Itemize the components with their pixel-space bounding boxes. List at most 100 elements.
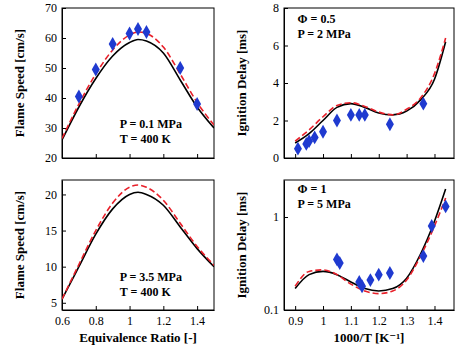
x-tick-mark (163, 306, 164, 310)
y-tick-mark (62, 38, 66, 39)
x-axis-line (285, 158, 455, 159)
y-tick-label: 20 (45, 188, 57, 202)
x-tick-mark (434, 306, 435, 310)
y-tick-mark (62, 8, 66, 9)
y-tick-mark (284, 158, 288, 159)
x-tick-label: 0.8 (89, 314, 104, 328)
y-tick-mark (284, 121, 288, 122)
x-tick-label: 1.2 (372, 314, 387, 328)
y-tick-mark (284, 46, 288, 47)
y-tick: 50 (45, 61, 66, 75)
y-tick: 40 (45, 91, 66, 105)
y-tick: 10 (45, 260, 66, 274)
plot-frame (284, 8, 454, 158)
y-tick-label: 2 (273, 114, 279, 128)
annotation: P = 2 MPa (298, 27, 351, 41)
y-tick-mark (62, 98, 66, 99)
marker (333, 114, 341, 128)
y-tick-mark (62, 231, 66, 232)
marker (419, 97, 427, 111)
y-tick: 30 (45, 121, 66, 135)
annotation: P = 5 MPa (298, 197, 351, 211)
x-axis-line (63, 158, 215, 159)
marker (361, 108, 369, 122)
marker (193, 97, 201, 111)
x-tick-mark (130, 306, 131, 310)
y-tick-mark (62, 128, 66, 129)
y-tick-label: 4 (273, 76, 279, 90)
x-tick: 1.2 (156, 306, 171, 328)
y-axis-title: Ignition Delay [ms] (234, 192, 249, 299)
data-area (62, 185, 214, 299)
y-tick-label: 40 (45, 91, 57, 105)
marker (442, 200, 450, 214)
y-tick: 20 (45, 151, 66, 165)
y-tick-label: 10 (45, 260, 57, 274)
x-tick: 0.9 (288, 306, 303, 328)
y-tick: 6 (273, 39, 288, 53)
y-axis: 0 2 4 6 8 (273, 1, 288, 165)
x-tick-label: 1.4 (427, 314, 442, 328)
y-tick-mark (62, 194, 66, 195)
x-tick (407, 154, 408, 158)
y-tick: 0.1 (264, 303, 288, 317)
marker (347, 108, 355, 122)
y-tick: 15 (45, 224, 66, 238)
y-tick: 8 (273, 1, 288, 15)
x-axis-line (285, 310, 455, 311)
x-tick (434, 154, 435, 158)
x-axis-title: 1000/T [K⁻¹] (334, 330, 405, 345)
y-tick-label: 0.1 (264, 303, 279, 317)
x-tick (130, 154, 131, 158)
x-tick-mark (96, 306, 97, 310)
marker (419, 249, 427, 263)
x-tick-mark (130, 154, 131, 158)
x-tick-label: 0.6 (55, 314, 70, 328)
annotation: Φ = 0.5 (298, 12, 336, 26)
x-tick-label: 1 (127, 314, 133, 328)
line (62, 32, 214, 139)
data-area (62, 22, 214, 140)
x-tick (295, 154, 296, 158)
marker (176, 61, 184, 75)
annotation: P = 3.5 MPa (120, 270, 182, 284)
line (295, 42, 445, 143)
y-tick-mark (62, 68, 66, 69)
panel: 203040506070P = 0.1 MPaT = 400 KFlame Sp… (12, 1, 215, 165)
x-tick: 0.8 (89, 306, 104, 328)
marker (319, 125, 327, 139)
x-tick-label: 1.1 (344, 314, 359, 328)
y-axis-line (284, 181, 285, 311)
y-tick-mark (62, 267, 66, 268)
x-tick-mark (379, 306, 380, 310)
plot-frame (62, 8, 214, 158)
y-tick-label: 8 (273, 1, 279, 15)
x-tick-label: 1.2 (156, 314, 171, 328)
x-tick-mark (295, 306, 296, 310)
marker (134, 22, 142, 36)
y-axis-title: Flame Speed [cm/s] (12, 29, 27, 137)
y-tick-mark (284, 83, 288, 84)
x-axis: 0.911.11.21.31.4 (285, 306, 455, 328)
x-tick-label: 0.9 (288, 314, 303, 328)
x-tick (351, 154, 352, 158)
y-tick-mark (284, 8, 288, 9)
x-tick: 1.3 (400, 306, 415, 328)
x-tick (96, 154, 97, 158)
x-tick-mark (323, 306, 324, 310)
panel: 0 2 4 6 8 Φ = 0.5P = 2 MPa Ignition Delay [ms] (234, 1, 455, 165)
y-tick: 0 (273, 151, 288, 165)
marker (336, 256, 344, 270)
x-tick-mark (434, 154, 435, 158)
y-tick-label: 1 (273, 210, 279, 224)
annotation: P = 0.1 MPa (120, 117, 182, 131)
marker (92, 63, 100, 77)
x-tick: 1.4 (427, 306, 442, 328)
line (62, 40, 214, 141)
marker (428, 219, 436, 233)
y-axis: 203040506070 (45, 1, 66, 165)
y-tick-label: 0 (273, 151, 279, 165)
annotation: T = 400 K (120, 132, 172, 146)
x-tick: 1.4 (190, 306, 205, 328)
y-axis-title: Ignition Delay [ms] (234, 30, 249, 137)
